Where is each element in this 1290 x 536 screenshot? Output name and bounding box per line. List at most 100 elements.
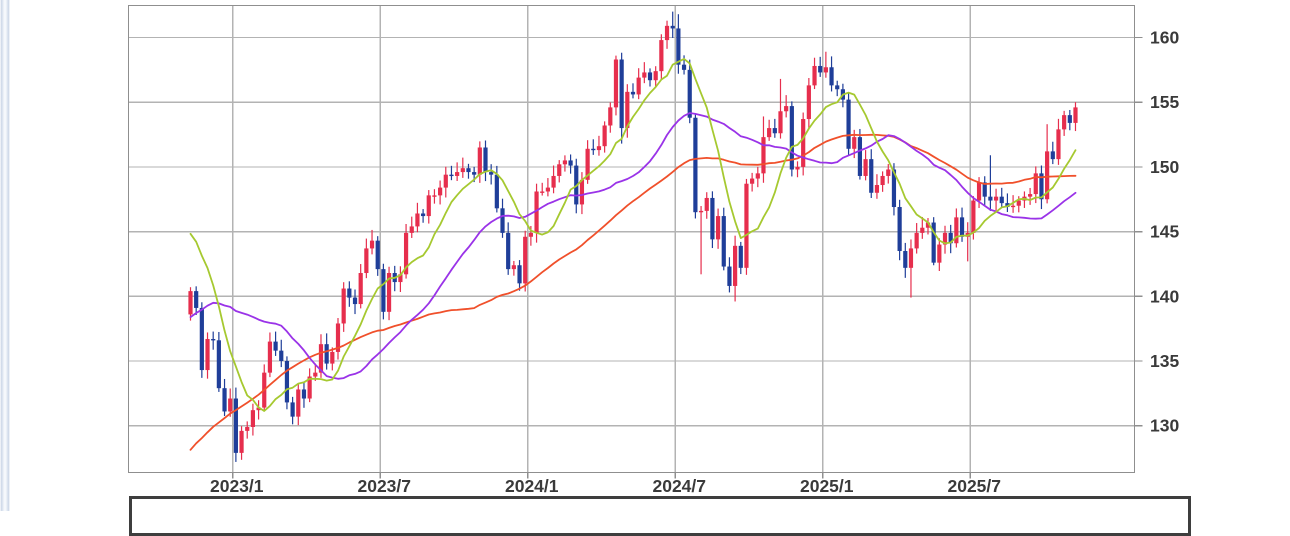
candle-body <box>517 265 522 284</box>
candle-down <box>1039 165 1044 210</box>
candle-up <box>1010 195 1016 213</box>
candle-body <box>710 197 715 240</box>
candle-body <box>801 119 806 167</box>
candle-body <box>296 389 301 417</box>
x-axis-label: 2025/7 <box>947 476 1001 496</box>
candle-body <box>823 67 828 73</box>
candle-body <box>415 213 420 227</box>
candle-body <box>715 216 721 240</box>
candle-up <box>364 238 369 279</box>
candle-body <box>233 398 238 453</box>
candle-up <box>874 174 880 199</box>
candle-down <box>222 378 227 417</box>
candle-body <box>1062 115 1067 130</box>
candle-body <box>239 430 244 453</box>
candle-up <box>937 238 942 272</box>
candle-body <box>449 174 454 177</box>
candle-up <box>250 403 256 436</box>
candle-up <box>823 51 828 78</box>
candle-up <box>608 102 613 133</box>
candle-down <box>999 187 1004 208</box>
candle-body <box>704 197 709 211</box>
candle-up <box>443 166 448 198</box>
candle-body <box>948 232 953 244</box>
candle-down <box>619 52 624 144</box>
candle-up <box>925 218 931 235</box>
candle-body <box>301 389 307 399</box>
candle-body <box>852 137 857 149</box>
candle-up <box>880 171 885 192</box>
candle-up <box>664 20 670 49</box>
candle-body <box>211 339 216 341</box>
candle-body <box>267 341 273 373</box>
candle-up <box>755 166 760 188</box>
candle-down <box>301 382 307 408</box>
candle-body <box>767 128 772 138</box>
candle-body <box>256 407 261 411</box>
candle-body <box>908 248 914 268</box>
candle-body <box>931 222 936 263</box>
candle-down <box>897 199 902 261</box>
candle-down <box>500 198 505 238</box>
candle-body <box>835 85 840 90</box>
candle-body <box>636 77 641 95</box>
candle-down <box>568 154 573 174</box>
candle-up <box>307 368 312 403</box>
candle-body <box>1028 194 1033 197</box>
candle-down <box>233 387 238 462</box>
candle-up <box>398 266 403 293</box>
candle-down <box>194 286 199 315</box>
candle-body <box>250 410 256 427</box>
candle-body <box>438 187 443 196</box>
candle-up <box>460 157 465 178</box>
candle-down <box>273 331 278 356</box>
candle-up <box>636 68 641 100</box>
candle-body <box>999 196 1004 204</box>
candle-up <box>704 192 709 219</box>
plot-border <box>127 4 1136 474</box>
candle-body <box>942 232 948 245</box>
candle-body <box>1033 173 1038 195</box>
candle-up <box>239 426 244 460</box>
candle-body <box>630 91 636 95</box>
candle-up <box>613 55 619 116</box>
candle-up <box>296 383 301 426</box>
candle-up <box>1056 118 1061 165</box>
candle-down <box>818 56 823 77</box>
candle-body <box>733 245 738 286</box>
candle-body <box>420 213 426 217</box>
candle-body <box>721 216 726 267</box>
candle-body <box>381 269 386 312</box>
candle-body <box>307 376 312 399</box>
candle-up <box>585 140 590 184</box>
candle-up <box>523 230 528 292</box>
candle-body <box>971 200 976 233</box>
candle-down <box>789 101 794 177</box>
y-axis-label: 155 <box>1150 92 1179 112</box>
candle-body <box>557 164 562 176</box>
left-scrollbar[interactable] <box>0 0 10 511</box>
candle-down <box>869 149 874 198</box>
candle-body <box>245 426 250 431</box>
candle-body <box>1016 200 1021 206</box>
candle-up <box>415 202 420 233</box>
candle-body <box>886 169 891 176</box>
candle-up <box>551 165 556 194</box>
y-axis-label: 150 <box>1150 157 1179 177</box>
moving-averages <box>189 58 1077 451</box>
candle-down <box>591 139 596 155</box>
candle-body <box>1056 129 1061 160</box>
candle-down <box>710 191 715 249</box>
candle-down <box>483 140 488 182</box>
candle-up <box>954 208 959 248</box>
ma-long-line <box>189 133 1077 451</box>
candle-up <box>358 264 363 309</box>
candle-body <box>545 187 550 192</box>
candle-body <box>205 339 210 371</box>
candle-body <box>664 25 670 41</box>
candles <box>188 11 1078 462</box>
candle-body <box>993 196 999 201</box>
candle-down <box>381 263 386 320</box>
candle-body <box>369 240 375 249</box>
candle-body <box>324 344 329 364</box>
